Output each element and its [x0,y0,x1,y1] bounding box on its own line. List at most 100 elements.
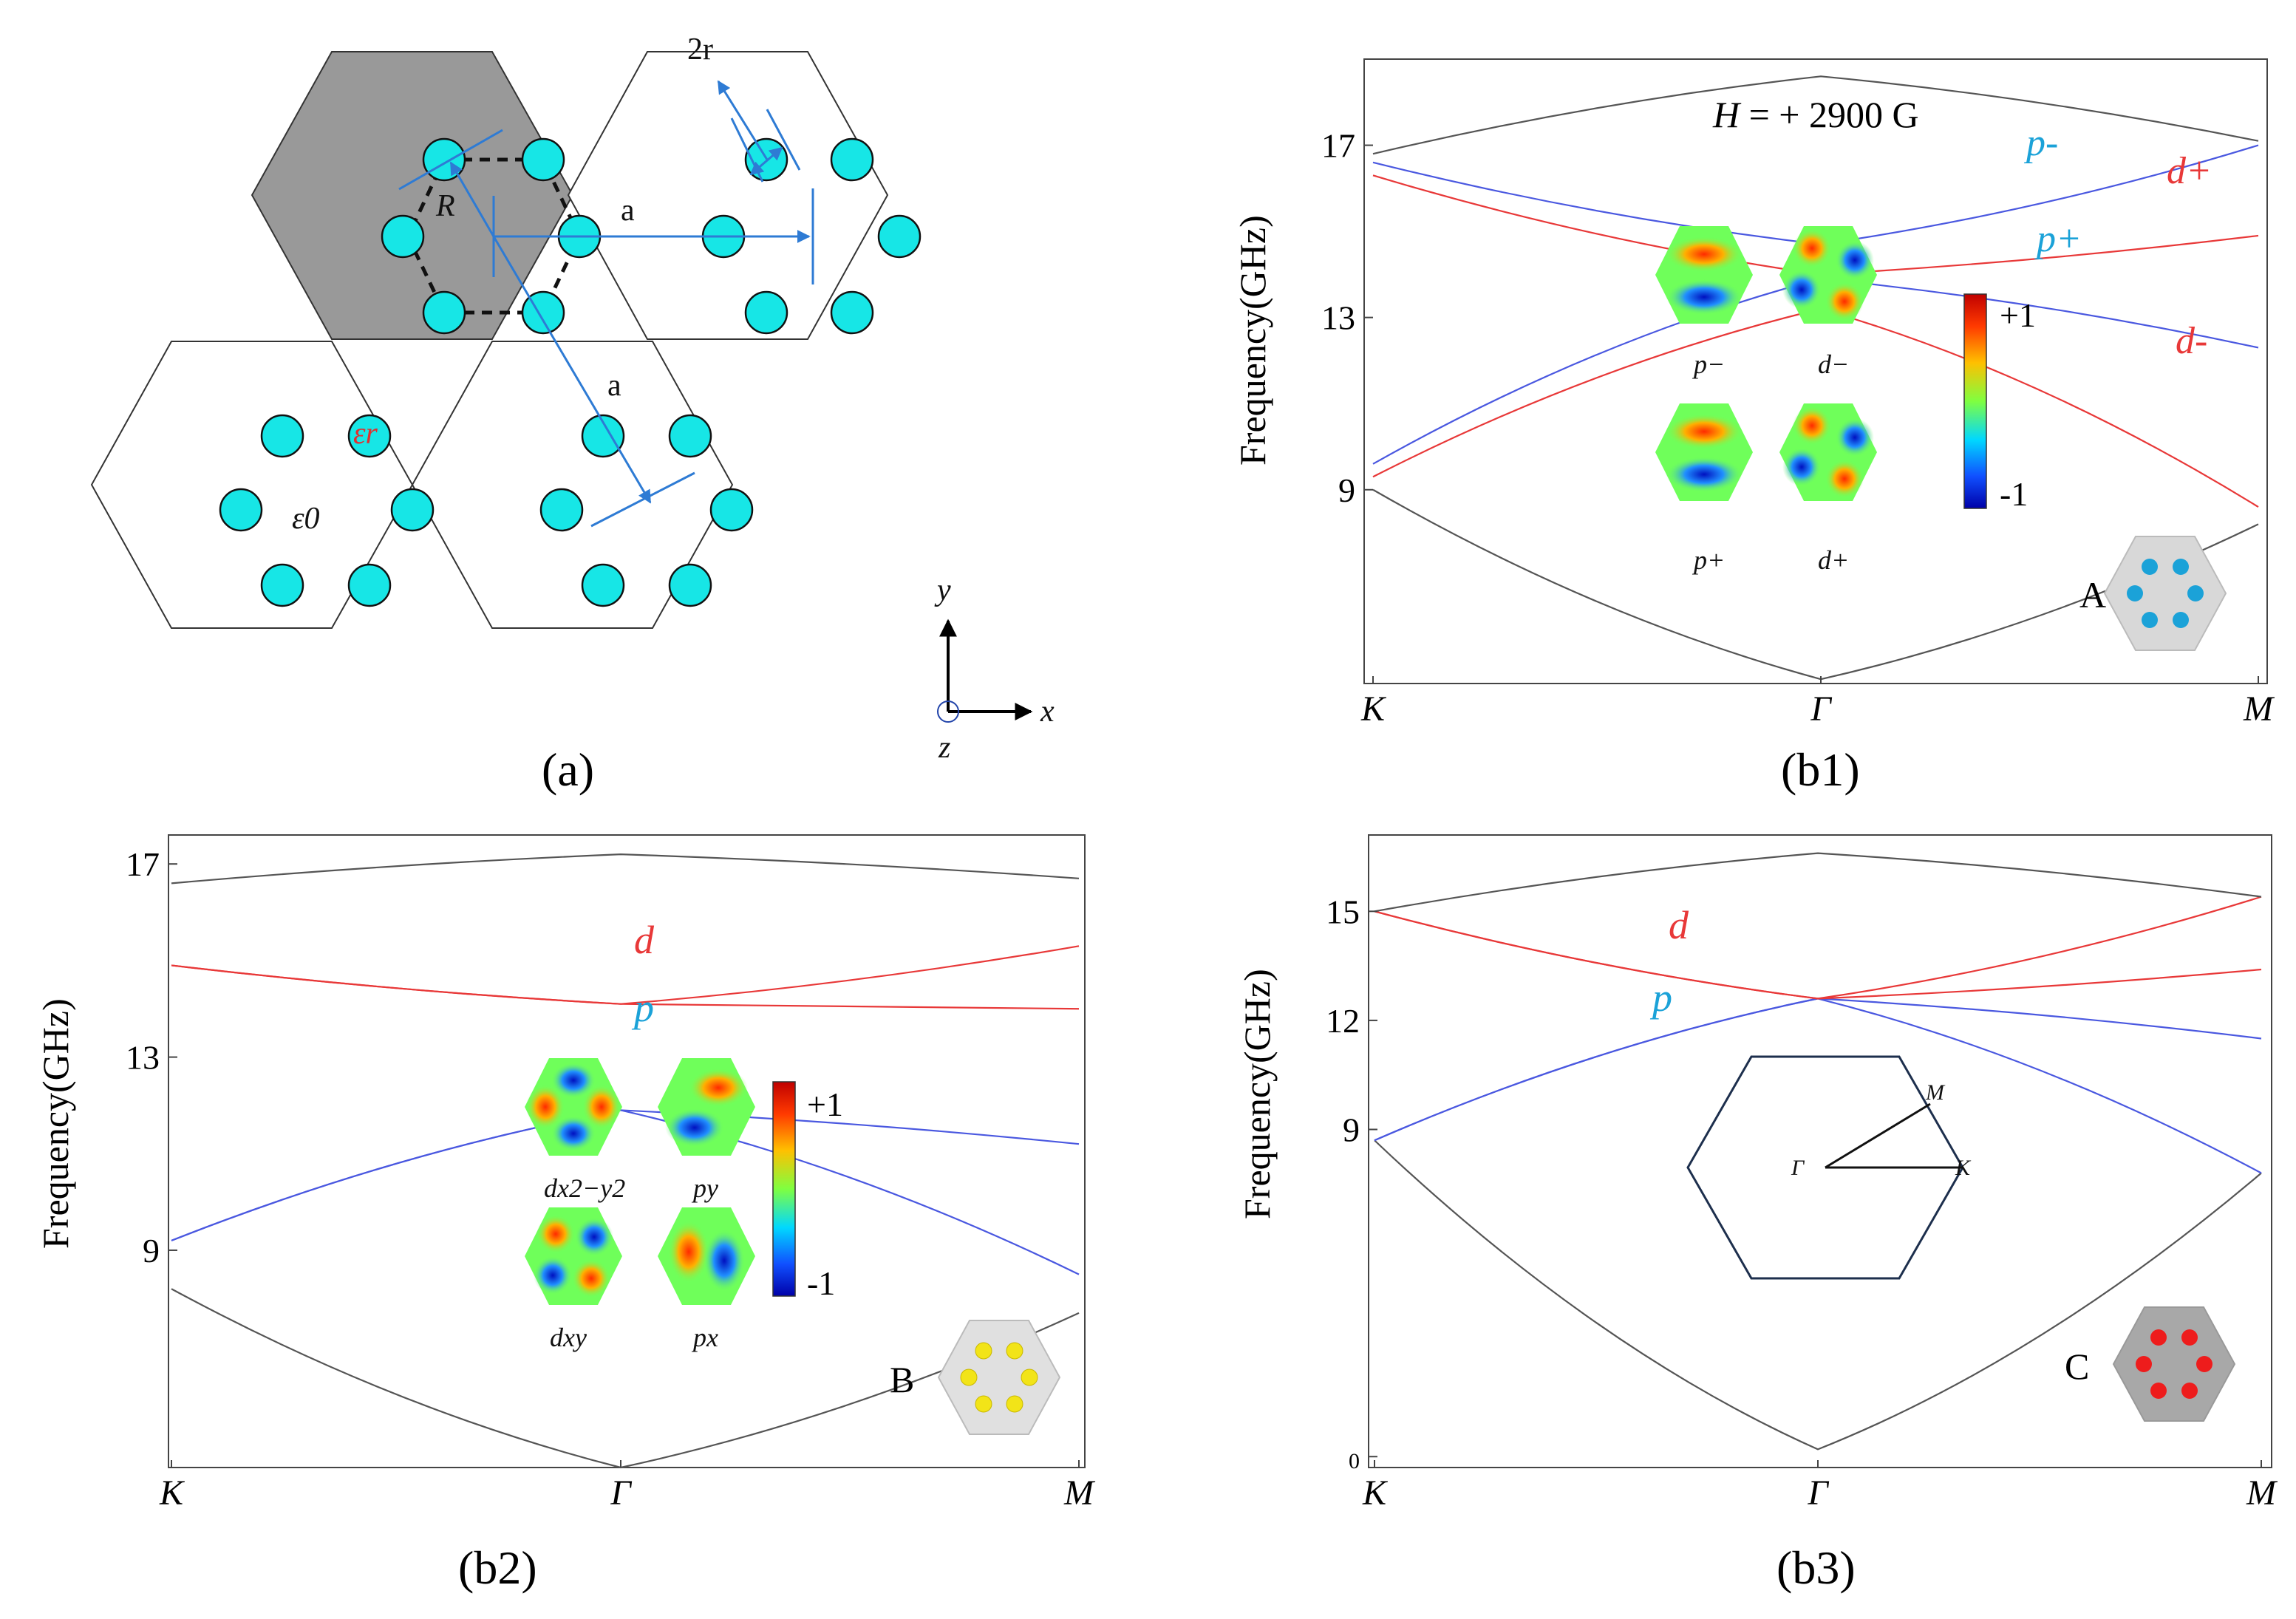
b1-inset-p-minus [1655,226,1753,324]
b3-brillouin-zone [1686,1055,1964,1280]
b2-label-d: d [634,918,655,962]
rod [422,290,466,335]
rod [260,563,304,607]
b1-xtick-label: Γ [1810,689,1832,729]
rod [668,563,712,607]
b2-colorbar [772,1081,796,1297]
b3-series-2 [1374,998,2262,1142]
caption-b2: (b2) [458,1541,537,1594]
label-eps-r: εr [353,417,378,451]
rod [668,414,712,458]
R-tick [398,129,503,191]
b1-inset-label-3: p+ [1692,545,1725,575]
b2-ytick-label: 9 [143,1232,160,1269]
panel-b1: 9 13 17 K Γ M Frequency(GHz) H = + 2900 G p-… [1232,58,2275,796]
b1-colorbar [1963,293,1987,509]
b3-plot-frame [1368,834,2272,1468]
a-arrow-diagonal [492,236,652,504]
b1-ytick-label: 9 [1338,471,1355,509]
b3-bz-label-K: K [1955,1156,1972,1180]
rod [347,414,392,458]
b1-ytick-label: 13 [1321,299,1355,337]
b2-inset-px [658,1207,755,1305]
axes-indicator [937,618,1033,723]
b2-inset-label-2: py [691,1173,718,1203]
b2-xtick-label: Γ [610,1473,632,1513]
b1-label-d-plus: d+ [2167,150,2212,192]
b2-inset-dx2y2 [525,1058,622,1156]
b1-inset-d-minus [1779,226,1877,324]
a-tick-bottom [590,471,695,528]
label-a-horizontal: a [621,194,635,228]
caption-a: (a) [542,743,594,796]
R-arrow [449,161,495,237]
b2-yticks: 9 13 17 [126,845,177,1269]
hexagon-bottom-left [90,341,414,629]
b2-ytick-label: 13 [126,1039,160,1077]
rod [830,290,874,335]
label-2r: 2r [687,33,713,67]
b2-ylabel: Frequency(GHz) [35,998,76,1249]
dimension-lines [398,80,814,528]
hexagon-bottom-right [411,341,734,629]
b1-colorbar-min: -1 [2000,475,2028,513]
b1-series-5 [1372,75,2259,155]
b2-series-4 [171,945,1080,1005]
rod [347,563,392,607]
b3-ytick-label: 15 [1326,893,1360,930]
b3-series-4 [1374,910,2262,1000]
b1-inset-label-1: p− [1692,350,1725,379]
b1-inset-p-plus [1655,403,1753,501]
rod [521,137,565,182]
2r-tick-2 [766,109,801,171]
panel-b2: 9 13 17 K Γ M Frequency(GHz) d p [35,834,1096,1594]
2r-tick-1 [730,117,764,183]
b3-series [1374,852,2262,1451]
b2-series-5 [171,853,1080,885]
rod [381,214,425,259]
b2-ytick-label: 17 [126,845,160,883]
b1-xtick-label: M [2243,689,2275,729]
b3-bz-label-G: Γ [1791,1156,1805,1180]
label-R: R [435,189,455,223]
b3-series-0 [1374,1139,2262,1451]
rod [709,488,754,532]
b2-colorbar-min: -1 [807,1264,835,1302]
rod [390,488,435,532]
b1-label-p-plus: p+ [2034,218,2082,260]
b3-ytick-label: 12 [1326,1002,1360,1040]
b2-inset-label-1: dx2−y2 [544,1173,625,1203]
b2-inset-label-3: dxy [550,1323,587,1352]
b3-label-p: p [1649,975,1672,1020]
rod [744,290,788,335]
b1-ytick-label: 17 [1321,127,1355,165]
b2-xtick-label: K [159,1473,185,1513]
b3-ytick-label: 0 [1349,1449,1360,1473]
b3-yticks: 0 9 12 15 [1326,893,1377,1473]
b1-inset-label-4: d+ [1818,545,1849,575]
b3-structure-inset [2112,1306,2236,1422]
b1-field-insets [1655,226,1877,501]
caption-b3: (b3) [1776,1541,1856,1594]
rod [539,488,584,532]
b2-series-3 [171,964,1080,1010]
b1-xtick-label: K [1360,689,1387,729]
b3-xtick-label: Γ [1807,1473,1829,1513]
caption-b1: (b1) [1781,743,1860,796]
b3-series-5 [1374,852,2262,913]
b3-series-1 [1374,998,2262,1174]
axis-label-x: x [1040,695,1055,729]
panel-a-lattice: 2r R a a εr ε0 y x z (a) [0,0,1055,798]
rod [830,137,874,182]
b2-inset-py [658,1058,755,1156]
b1-structure-inset [2103,536,2227,651]
rod [581,414,625,458]
axis-label-z: z [938,731,950,765]
rod [877,214,922,259]
b2-label-p: p [631,986,654,1030]
